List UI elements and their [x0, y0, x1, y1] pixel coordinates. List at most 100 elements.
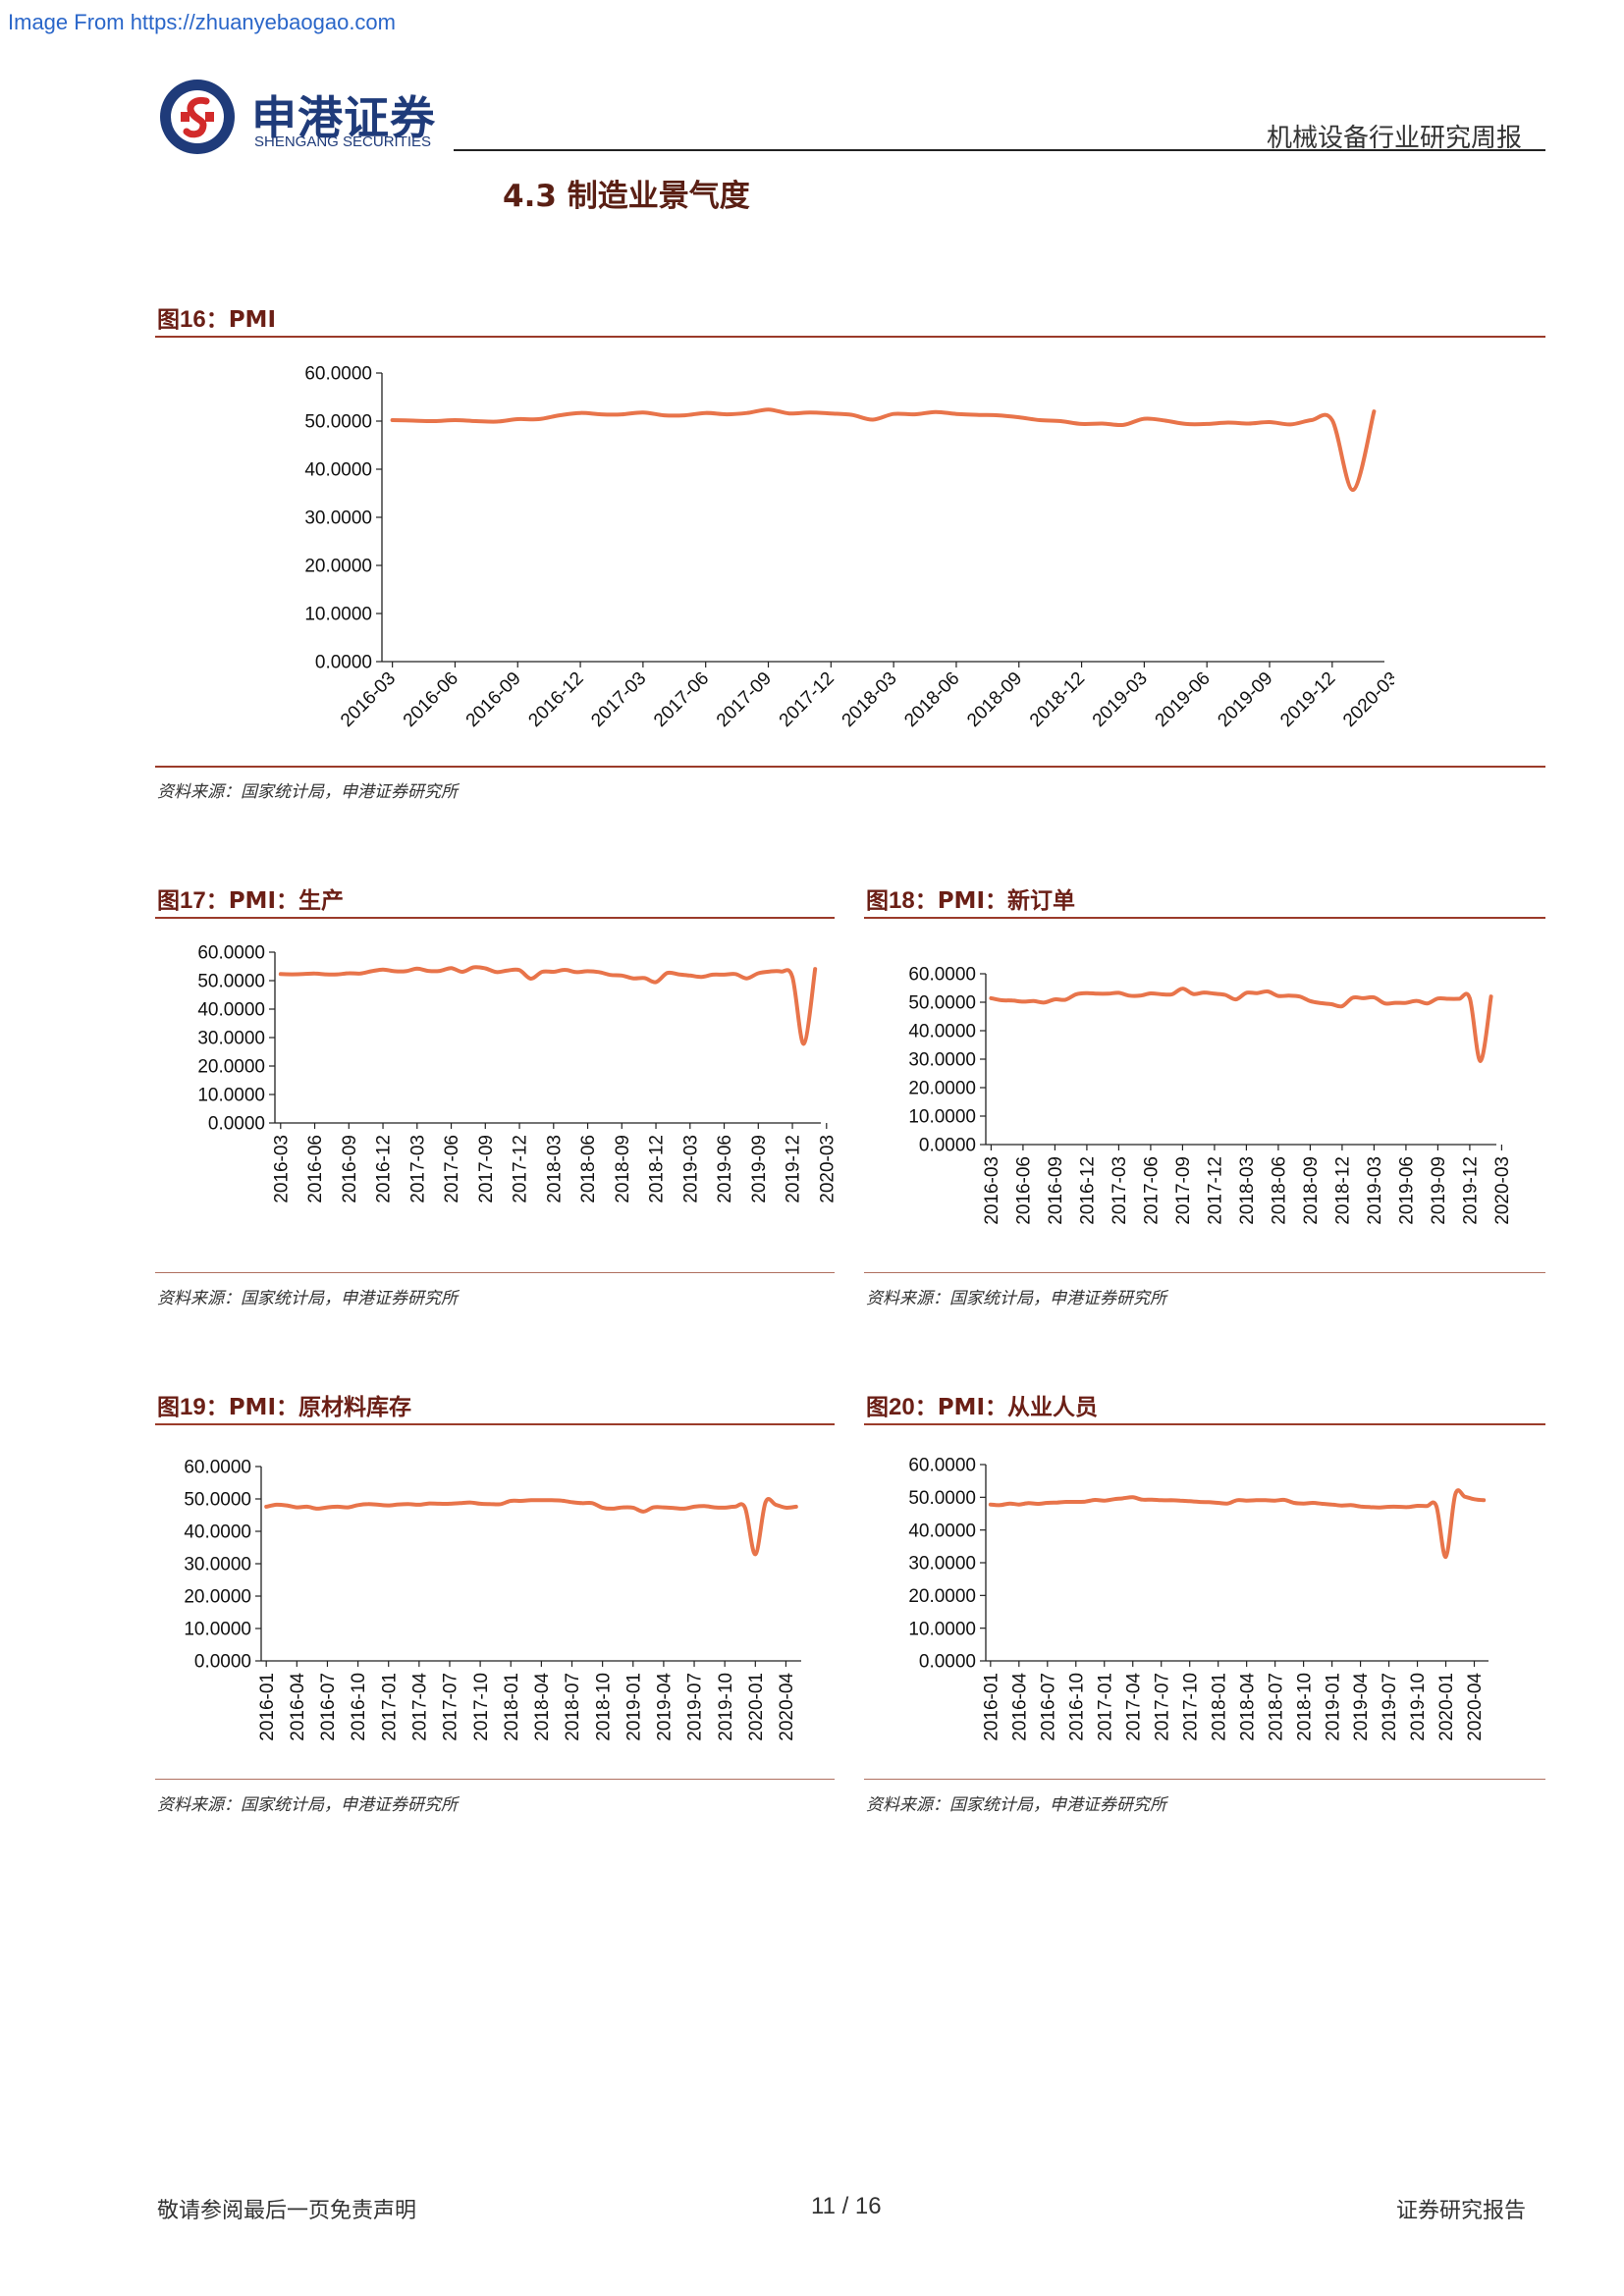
y-tick-label: 20.0000: [908, 1079, 976, 1099]
figure-label: 图: [157, 888, 180, 914]
x-tick-label: 2017-06: [1142, 1156, 1163, 1225]
x-tick-label: 2017-12: [511, 1135, 531, 1203]
x-tick-label: 2016-12: [1078, 1156, 1099, 1225]
series-line: [390, 407, 1377, 493]
shengang-logo-icon: [160, 80, 235, 154]
x-tick-label: 2018-09: [963, 668, 1026, 731]
x-tick-label: 2019-12: [1276, 668, 1339, 731]
x-tick-label: 2017-12: [1206, 1156, 1226, 1225]
figure-title: 图20：PMI：从业人员: [866, 1388, 1098, 1421]
y-tick-label: 30.0000: [908, 1050, 976, 1071]
figure-title: 图19：PMI：原材料库存: [157, 1388, 411, 1421]
x-tick-label: 2019-01: [1323, 1673, 1343, 1741]
y-tick-label: 40.0000: [304, 460, 372, 481]
x-tick-label: 2017-01: [1095, 1673, 1115, 1741]
x-tick-label: 2016-07: [1038, 1673, 1058, 1741]
pmi-line-chart: 60.0000 50.0000 40.0000 30.0000 20.0000 10.00…: [304, 364, 1394, 731]
x-tick-label: 2018-07: [563, 1673, 583, 1741]
figure-caption: ：PMI：原材料库存: [205, 1395, 412, 1420]
x-tick-label: 2019-12: [1461, 1156, 1482, 1225]
footer-disclaimer-note: 敬请参阅最后一页免责声明: [157, 2199, 417, 2223]
x-tick-label: 2018-03: [1237, 1156, 1258, 1225]
x-tick-label: 2020-03: [817, 1135, 838, 1203]
series-line: [278, 965, 818, 1046]
x-tick-label: 2019-06: [1152, 668, 1215, 731]
y-tick-label: 10.0000: [184, 1620, 251, 1640]
x-tick-label: 2017-09: [713, 668, 776, 731]
y-tick-label: 10.0000: [304, 605, 372, 625]
figure-bottom-rule: [155, 766, 1545, 768]
y-tick-label: 40.0000: [197, 1000, 265, 1021]
x-tick-label: 2018-07: [1266, 1673, 1286, 1741]
figure-top-rule: [155, 917, 835, 919]
y-tick-label: 0.0000: [194, 1652, 251, 1673]
figure-caption: ：PMI：新订单: [914, 888, 1076, 914]
figure-caption: ：PMI：生产: [205, 888, 345, 914]
x-tick-label: 2017-01: [379, 1673, 400, 1741]
x-tick-label: 2020-03: [1492, 1156, 1512, 1225]
y-tick-label: 0.0000: [919, 1136, 976, 1156]
y-tick-label: 20.0000: [908, 1586, 976, 1607]
source-note: 资料来源：国家统计局，申港证券研究所: [866, 1795, 1166, 1815]
page-number: 11 / 16: [811, 2193, 882, 2219]
x-tick-label: 2019-09: [1214, 668, 1276, 731]
x-tick-label: 2019-09: [1429, 1156, 1449, 1225]
x-tick-label: 2020-01: [746, 1673, 767, 1741]
x-tick-label: 2018-10: [1294, 1673, 1315, 1741]
series-line: [988, 1488, 1487, 1560]
figure-top-rule: [155, 1423, 835, 1425]
y-tick-label: 20.0000: [197, 1057, 265, 1078]
brand-name-en: SHENGANG SECURITIES: [254, 133, 432, 150]
figure-label: 图: [157, 1395, 180, 1420]
y-tick-label: 20.0000: [184, 1587, 251, 1608]
x-tick-label: 2017-03: [407, 1135, 428, 1203]
x-tick-label: 2018-10: [593, 1673, 614, 1741]
x-tick-label: 2018-01: [1209, 1673, 1229, 1741]
x-tick-label: 2017-06: [650, 668, 713, 731]
x-tick-label: 2016-03: [982, 1156, 1002, 1225]
x-tick-label: 2020-03: [1339, 668, 1394, 731]
source-note: 资料来源：国家统计局，申港证券研究所: [157, 1289, 458, 1308]
figure-label: 图: [157, 307, 180, 333]
x-tick-label: 2017-09: [476, 1135, 497, 1203]
y-tick-label: 50.0000: [304, 412, 372, 433]
report-type: 机械设备行业研究周报: [1267, 124, 1523, 153]
header-divider: [454, 149, 1545, 151]
x-tick-label: 2016-07: [318, 1673, 339, 1741]
y-tick-label: 10.0000: [197, 1086, 265, 1106]
x-tick-label: 2019-10: [716, 1673, 736, 1741]
figure-title: 图16：PMI: [157, 300, 276, 334]
figure-top-rule: [864, 917, 1545, 919]
x-tick-label: 2018-04: [1237, 1673, 1258, 1741]
x-tick-label: 2017-03: [587, 668, 650, 731]
y-tick-label: 50.0000: [908, 993, 976, 1014]
x-tick-label: 2016-09: [340, 1135, 360, 1203]
x-tick-label: 2020-01: [1436, 1673, 1457, 1741]
watermark-text[interactable]: Image From https://zhuanyebaogao.com: [8, 10, 396, 34]
x-tick-label: 2017-12: [776, 668, 839, 731]
x-tick-label: 2017-06: [442, 1135, 462, 1203]
x-tick-label: 2018-12: [647, 1135, 668, 1203]
x-tick-label: 2016-09: [1046, 1156, 1066, 1225]
y-tick-label: 60.0000: [908, 1456, 976, 1476]
source-note: 资料来源：国家统计局，申港证券研究所: [157, 1795, 458, 1815]
x-tick-label: 2019-10: [1408, 1673, 1429, 1741]
source-note: 资料来源：国家统计局，申港证券研究所: [157, 782, 458, 802]
x-tick-label: 2018-09: [613, 1135, 633, 1203]
figure-label: 图: [866, 1395, 889, 1420]
x-tick-label: 2018-06: [900, 668, 963, 731]
figure-caption: ：PMI: [205, 307, 277, 333]
figure-caption: ：PMI：从业人员: [914, 1395, 1099, 1420]
x-tick-label: 2016-12: [524, 668, 587, 731]
y-tick-label: 60.0000: [304, 364, 372, 385]
y-tick-label: 10.0000: [908, 1619, 976, 1639]
x-tick-label: 2019-06: [1397, 1156, 1418, 1225]
source-note: 资料来源：国家统计局，申港证券研究所: [866, 1289, 1166, 1308]
x-tick-label: 2020-04: [777, 1673, 797, 1741]
pmi-production-line-chart: 60.0000 50.0000 40.0000 30.0000 20.0000 10.00…: [197, 943, 838, 1203]
pmi-new-orders-line-chart: 60.0000 50.0000 40.0000 30.0000 20.0000 10.00…: [908, 965, 1512, 1225]
x-tick-label: 2019-03: [1089, 668, 1152, 731]
y-tick-label: 60.0000: [184, 1458, 251, 1478]
y-tick-label: 30.0000: [908, 1554, 976, 1575]
x-tick-label: 2018-06: [1270, 1156, 1290, 1225]
